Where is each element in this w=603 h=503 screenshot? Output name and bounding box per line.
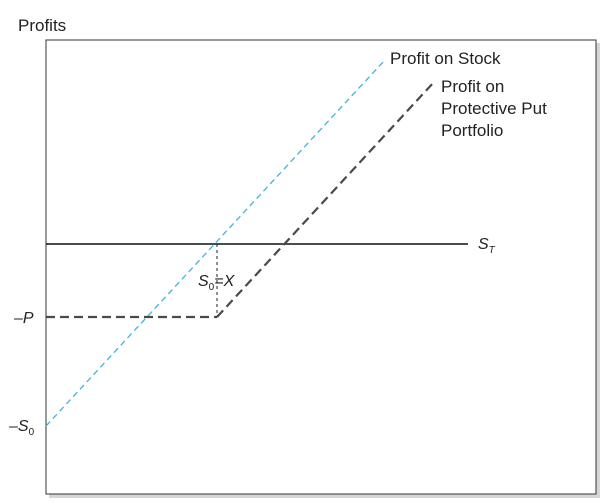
protective-put-label-line-1: Profit on bbox=[441, 77, 504, 96]
protective-put-rising-segment bbox=[216, 81, 435, 318]
plot-frame bbox=[45, 39, 597, 495]
neg-s0-label: –S0 bbox=[8, 418, 35, 438]
neg-premium-label: –P bbox=[13, 310, 34, 327]
y-axis-title: Profits bbox=[18, 16, 66, 35]
stock-profit-line bbox=[45, 60, 385, 427]
protective-put-label: Profit on Protective Put Portfolio bbox=[441, 77, 552, 140]
stock-profit-label: Profit on Stock bbox=[390, 49, 501, 68]
protective-put-label-line-3: Portfolio bbox=[441, 121, 503, 140]
x-axis-label: ST bbox=[478, 236, 496, 256]
strike-label: S0=X bbox=[198, 273, 236, 293]
protective-put-label-line-2: Protective Put bbox=[441, 99, 547, 118]
